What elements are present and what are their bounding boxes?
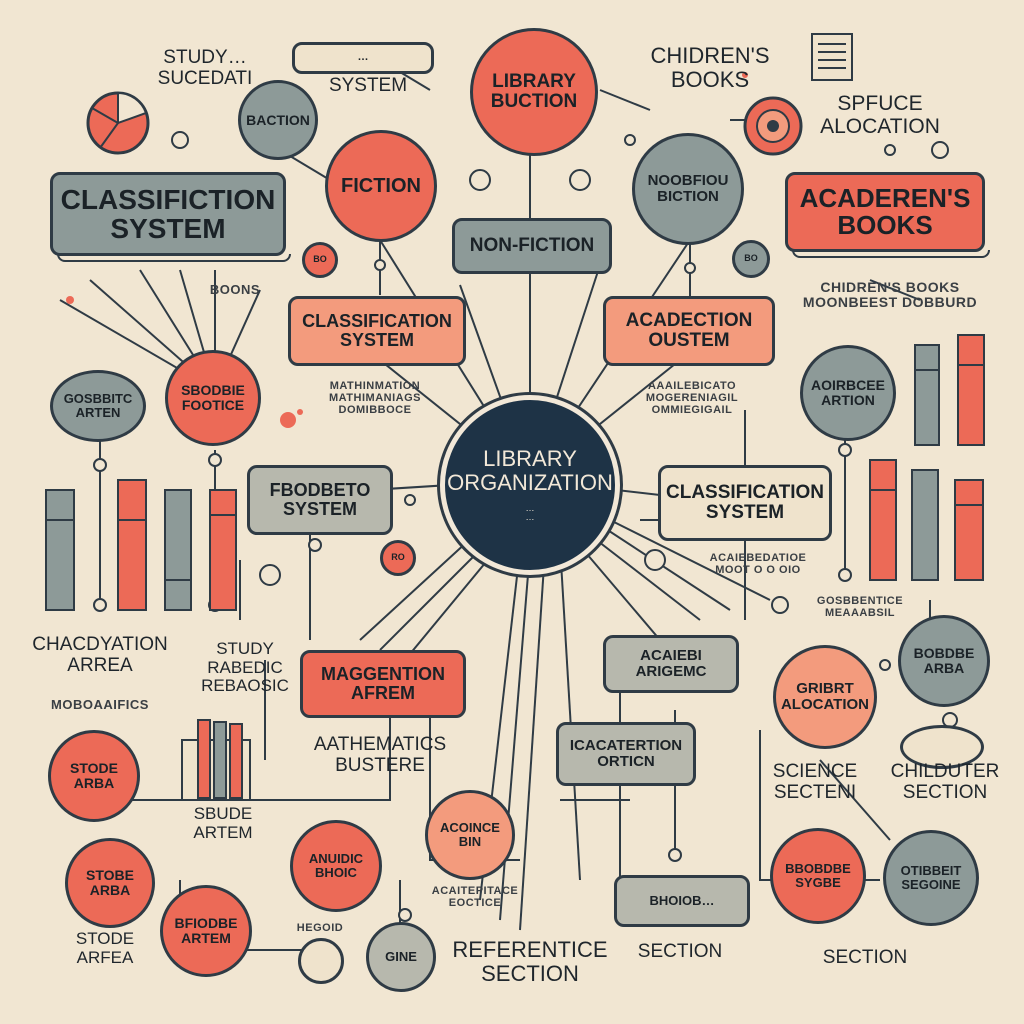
- node-anuidic-bhoic[interactable]: ANUIDIC BHOIC: [290, 820, 382, 912]
- label-science-secteni: SCIENCE SECTENI: [772, 761, 858, 803]
- node-non-fiction[interactable]: NON-FICTION: [452, 218, 612, 274]
- node-baction[interactable]: BACTION: [238, 80, 318, 160]
- label-gosbbentice: GOSBBENTICE MEAAABSIL: [816, 595, 904, 620]
- node-icacatertion-orticn[interactable]: ICACATERTION ORTICN: [556, 722, 696, 786]
- label-acad-sub: AAAILEBICATO MOGERENIAGIL OMMIEGIGAIL: [645, 380, 739, 417]
- node-sbodbie-footice[interactable]: SBODBIE FOOTICE: [165, 350, 261, 446]
- pie-chart-icon: [86, 91, 150, 155]
- label-system: SYSTEM: [328, 75, 408, 96]
- center-node-library-organization[interactable]: LIBRARY ORGANIZATION … …: [440, 395, 620, 575]
- node-bottom-small[interactable]: [298, 938, 344, 984]
- label-boons: BOONS: [209, 282, 261, 297]
- node-mini-do[interactable]: BO: [302, 242, 338, 278]
- node-stobe-arba[interactable]: STOBE ARBA: [65, 838, 155, 928]
- node-fiction[interactable]: FICTION: [325, 130, 437, 242]
- book-stack-right-icon: [869, 334, 985, 581]
- node-library-buction[interactable]: LIBRARY BUCTION: [470, 28, 598, 156]
- target-icon: [743, 96, 803, 156]
- node-mini-bo[interactable]: BO: [732, 240, 770, 278]
- node-top-label[interactable]: …: [292, 42, 434, 74]
- node-bhoiob-bottom[interactable]: BHOIOB…: [614, 875, 750, 927]
- label-moboaaifics: MOBOAAIFICS: [51, 697, 149, 712]
- node-acoince-bin[interactable]: ACOINCE BIN: [425, 790, 515, 880]
- label-mathematics-sub: MATHINMATION MATHIMANIAGS DOMIBBOCE: [329, 380, 421, 417]
- label-study-sucedati: STUDY… SUCEDATI: [157, 47, 253, 89]
- node-classification-system-left[interactable]: CLASSIFICATION SYSTEM: [288, 296, 466, 366]
- label-space-allocation: SPFUCE ALOCATION: [820, 92, 940, 139]
- node-maggention-afrem[interactable]: MAGGENTION AFREM: [300, 650, 466, 718]
- label-section-right: SECTION: [822, 947, 908, 968]
- label-referentice-section: REFERENTICE SECTION: [452, 937, 608, 987]
- node-gosbbitc-arten[interactable]: GOSBBITC ARTEN: [50, 370, 146, 442]
- node-mini-ro[interactable]: RO: [380, 540, 416, 576]
- node-noobfiou-biction[interactable]: NOOBFIOU BICTION: [632, 133, 744, 245]
- node-classification-system-right[interactable]: CLASSIFICATION SYSTEM: [658, 465, 832, 541]
- book-stack-left-icon: [45, 479, 237, 611]
- label-childuter-section: CHILDUTER SECTION: [890, 761, 1000, 803]
- label-sbude-artem: SBUDE ARTEM: [193, 804, 253, 842]
- label-hegoid: HEGOID: [296, 922, 344, 934]
- notepad-icon: [811, 33, 853, 81]
- label-childrens-books-sub: CHIDREN'S BOOKS MOONBEEST DOBBURD: [802, 279, 978, 311]
- node-otibbeit-segoine[interactable]: OTIBBEIT SEGOINE: [883, 830, 979, 926]
- node-classifiction-system[interactable]: CLASSIFICTION SYSTEM: [50, 172, 291, 262]
- node-gine[interactable]: GINE: [366, 922, 436, 992]
- node-gribrt-alocation[interactable]: GRIBRT ALOCATION: [773, 645, 877, 749]
- book-stack-bottom-icon: [181, 719, 251, 801]
- label-stode-arfea: STODE ARFEA: [75, 929, 135, 967]
- node-stode-arba-left[interactable]: STODE ARBA: [48, 730, 140, 822]
- node-aoirbcee-artion[interactable]: AOIRBCEE ARTION: [800, 345, 896, 441]
- node-bobdbe-arba[interactable]: BOBDBE ARBA: [898, 615, 990, 707]
- label-study-rabedic: STUDY RABEDIC REBAOSIC: [201, 639, 289, 696]
- center-subtitle: … …: [525, 502, 535, 523]
- node-acaderens-books[interactable]: ACADEREN'S BOOKS: [785, 172, 990, 258]
- node-bbobdbe-sygbe[interactable]: BBOBDBE SYGBE: [770, 828, 866, 924]
- label-aathematics-bustere: AATHEMATICS BUSTERE: [313, 734, 447, 776]
- center-title: LIBRARY ORGANIZATION: [447, 446, 613, 495]
- node-fbodbeto-system[interactable]: FBODBETO SYSTEM: [247, 465, 393, 535]
- label-childrens-books: CHIDREN'S BOOKS: [650, 43, 770, 93]
- node-acaiebi-arigemc[interactable]: ACAIEBI ARIGEMC: [603, 635, 739, 693]
- node-right-blank[interactable]: [900, 725, 984, 769]
- node-acadection-oustem[interactable]: ACADECTION OUSTEM: [603, 296, 775, 366]
- label-acad-right-sub: ACAIEBEDATIOE MOOT O O OIO: [709, 552, 807, 577]
- node-bfiodbe-artem[interactable]: BFIODBE ARTEM: [160, 885, 252, 977]
- label-section-mid: SECTION: [637, 941, 723, 962]
- label-acaitepitace: ACAITEPITACE EOCTICE: [431, 885, 519, 910]
- label-chacdyation-arrea: CHACDYATION ARREA: [32, 634, 168, 676]
